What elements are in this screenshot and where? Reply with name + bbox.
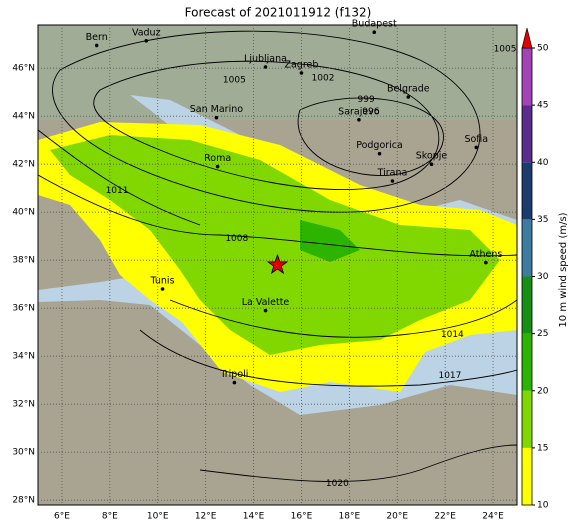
city-label: Podgorica xyxy=(356,140,403,151)
city-dot xyxy=(406,95,411,99)
isobar xyxy=(93,60,440,190)
wind-area xyxy=(300,220,360,262)
city-dot xyxy=(372,30,377,34)
isobar xyxy=(139,329,517,387)
lon-tick-label: 20°E xyxy=(386,512,408,522)
lon-tick-label: 12°E xyxy=(195,512,217,522)
city-label: Tirana xyxy=(377,168,408,179)
city-label: Sofia xyxy=(464,134,488,145)
city-dot xyxy=(263,308,268,313)
lat-tick-label: 42°N xyxy=(12,160,35,170)
city-dot xyxy=(215,164,220,169)
city-label: Tripoli xyxy=(219,369,248,380)
land-north xyxy=(38,25,517,120)
colorbar-tick-label: 15 xyxy=(537,443,548,453)
isobar-label: 1005 xyxy=(494,45,517,55)
colorbar-segment xyxy=(522,219,532,277)
map-frame xyxy=(37,24,518,506)
colorbar-segment xyxy=(522,162,532,220)
isobar-label: 999 xyxy=(358,95,375,105)
lat-tick-label: 46°N xyxy=(12,64,35,74)
lat-tick-label: 44°N xyxy=(12,112,35,122)
isobar-label: 1011 xyxy=(106,186,129,196)
isobar xyxy=(199,444,517,482)
lat-tick-label: 30°N xyxy=(12,448,35,458)
lat-tick-label: 28°N xyxy=(12,496,35,506)
city-label: La Valette xyxy=(242,297,290,308)
city-dot xyxy=(94,43,99,48)
city-label: Tunis xyxy=(150,276,175,287)
city-label: Ljubljana xyxy=(244,54,287,65)
location-marker xyxy=(266,253,289,275)
city-dot xyxy=(429,162,434,166)
wind-area xyxy=(50,135,500,355)
colorbar-segment xyxy=(522,105,532,163)
isobar-label: 1005 xyxy=(223,76,246,86)
city-label: Roma xyxy=(204,153,231,164)
city-label: Skopje xyxy=(416,151,448,162)
city-label: Belgrade xyxy=(387,84,430,95)
title: Forecast of 2021011912 (f132) xyxy=(185,6,372,20)
colorbar-tick-label: 30 xyxy=(537,272,549,282)
isobar-label: 1020 xyxy=(326,479,349,489)
isobar xyxy=(52,30,481,213)
isobar xyxy=(297,97,444,176)
city-label: Zagreb xyxy=(284,60,318,71)
isobar-label: 996 xyxy=(362,107,379,117)
colorbar-tick-label: 35 xyxy=(537,215,548,225)
colorbar-segment xyxy=(522,390,532,448)
colorbar-segment xyxy=(522,447,532,505)
colorbar-segment xyxy=(522,48,532,106)
city-label: Sarajevo xyxy=(338,106,380,117)
isobar-label: 1017 xyxy=(438,371,461,381)
city-dot xyxy=(474,145,479,150)
city-label: Athens xyxy=(469,249,502,260)
city-dot xyxy=(357,118,361,122)
colorbar-tick-label: 45 xyxy=(537,101,548,111)
lon-tick-label: 24°E xyxy=(482,512,504,522)
lon-tick-label: 16°E xyxy=(291,512,313,522)
city-label: San Marino xyxy=(190,104,243,115)
lon-tick-label: 10°E xyxy=(147,512,169,522)
colorbar-segment xyxy=(522,276,532,334)
isobar xyxy=(169,299,517,338)
city-label: Bern xyxy=(86,32,108,43)
lon-tick-label: 14°E xyxy=(243,512,265,522)
city-dot xyxy=(484,260,488,265)
city-label: Vaduz xyxy=(132,27,161,38)
city-dot xyxy=(232,380,237,385)
colorbar-segment xyxy=(522,333,532,391)
city-dot xyxy=(160,287,165,291)
colorbar-tick-label: 10 xyxy=(537,501,549,511)
colorbar-tick-label: 40 xyxy=(537,158,549,168)
lat-tick-label: 32°N xyxy=(12,400,35,410)
isobar xyxy=(38,129,201,226)
colorbar-tick-label: 25 xyxy=(537,329,548,339)
lat-tick-label: 36°N xyxy=(12,304,35,314)
lat-tick-label: 38°N xyxy=(12,256,35,266)
lon-tick-label: 8°E xyxy=(102,512,118,522)
lon-tick-label: 22°E xyxy=(434,512,456,522)
isobar-label: 1014 xyxy=(441,330,464,340)
lon-tick-label: 6°E xyxy=(54,512,70,522)
lat-tick-label: 40°N xyxy=(12,208,35,218)
colorbar-extend xyxy=(521,27,533,49)
city-dot xyxy=(144,39,149,43)
lat-tick-label: 34°N xyxy=(12,352,35,362)
lon-tick-label: 18°E xyxy=(339,512,361,522)
city-dot xyxy=(214,115,219,120)
isobar-label: 1002 xyxy=(312,73,335,83)
city-dot xyxy=(390,179,395,183)
isobar xyxy=(38,174,517,257)
colorbar-tick-label: 50 xyxy=(537,44,549,54)
isobar-label: 1008 xyxy=(225,234,248,244)
city-label: Budapest xyxy=(352,19,397,30)
colorbar-tick-label: 20 xyxy=(537,386,549,396)
city-dot xyxy=(299,71,304,75)
colorbar-label: 10 m wind speed (m/s) xyxy=(558,212,569,327)
city-dot xyxy=(263,65,268,69)
city-dot xyxy=(377,151,382,156)
